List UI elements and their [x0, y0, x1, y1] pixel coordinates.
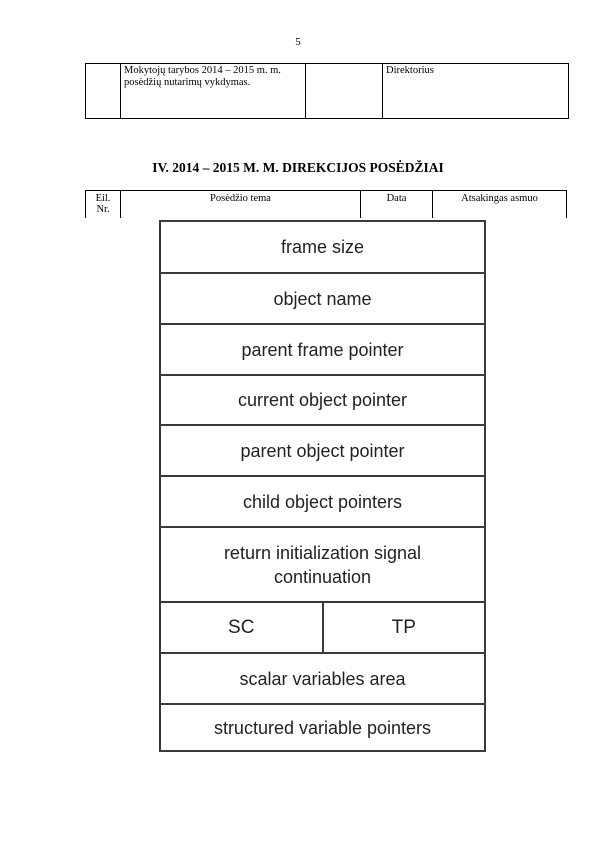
table-header-row: Eil. Nr. Posėdžio tema Data Atsakingas a… [85, 190, 567, 218]
meetings-table-header: Eil. Nr. Posėdžio tema Data Atsakingas a… [85, 190, 567, 218]
structured-variable-pointers-field: structured variable pointers [213, 717, 432, 738]
child-object-pointers-field: child object pointers [161, 477, 484, 528]
table-row: Mokytojų tarybos 2014 – 2015 m. m. posėd… [85, 63, 569, 119]
column-header-responsible: Atsakingas asmuo [432, 190, 567, 218]
column-header-number: Eil. Nr. [85, 190, 121, 218]
sc-field: SC [161, 603, 324, 652]
scalar-variables-area-field: scalar variables area [161, 654, 484, 705]
table-cell-topic: Mokytojų tarybos 2014 – 2015 m. m. posėd… [120, 63, 306, 119]
parent-object-pointer-field: parent object pointer [161, 426, 484, 477]
column-header-topic: Posėdžio tema [120, 190, 361, 218]
sc-tp-row: SC TP [161, 603, 484, 654]
table-cell-number [85, 63, 121, 119]
frame-size-field: frame size [161, 222, 484, 274]
frame-layout-diagram: frame size object name parent frame poin… [159, 220, 486, 752]
return-initialization-signal-field: return initialization signal continuatio… [161, 528, 484, 603]
top-table: Mokytojų tarybos 2014 – 2015 m. m. posėd… [85, 63, 569, 119]
section-heading: IV. 2014 – 2015 M. M. DIREKCIJOS POSĖDŽI… [152, 160, 444, 175]
parent-frame-pointer-field: parent frame pointer [161, 325, 484, 376]
page-number: 5 [295, 36, 301, 48]
current-object-pointer-field: current object pointer [161, 376, 484, 426]
column-header-date: Data [360, 190, 433, 218]
tp-field: TP [391, 616, 416, 638]
object-name-field: object name [161, 274, 484, 325]
table-cell-responsible: Direktorius [382, 63, 569, 119]
table-cell-date [305, 63, 383, 119]
